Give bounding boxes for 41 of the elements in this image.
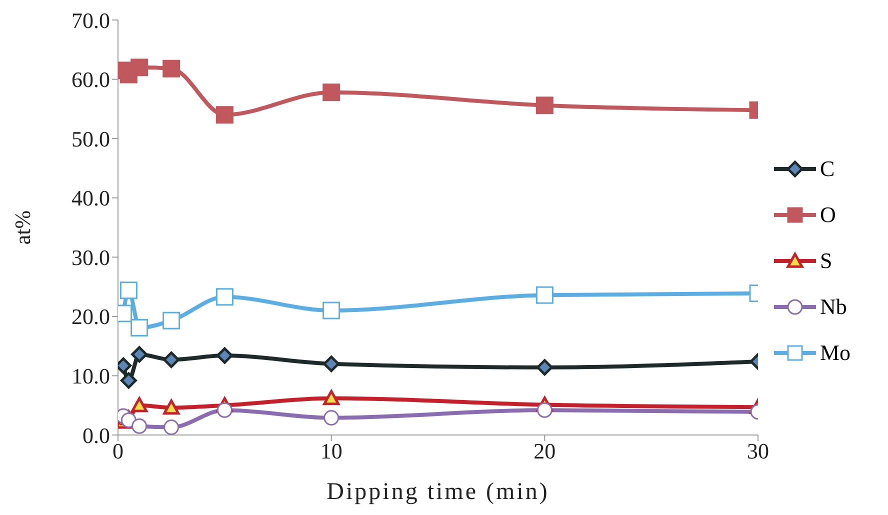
y-tick-label: 60.0 [72,67,110,92]
x-tick-label: 10 [320,438,342,464]
point [216,402,232,418]
y-tick-label: 0.0 [82,422,110,448]
point [323,356,340,372]
legend-label: O [820,202,836,228]
point [131,346,148,363]
point [216,288,234,306]
point [120,412,136,428]
y-tick-label: 70.0 [72,8,110,33]
point [130,58,148,76]
legend-label: Nb [820,294,847,320]
y-tick-label: 50.0 [72,126,110,152]
point [130,318,148,336]
point [322,84,340,102]
x-axis-title: Dipping time (min) [326,479,550,505]
point [324,410,340,426]
point [120,372,137,389]
point [132,418,148,434]
y-tick-label: 20.0 [72,304,110,330]
point [131,397,148,412]
y-tick-label: 40.0 [72,186,110,211]
y-tick-label: 10.0 [72,364,110,389]
x-tick-label: 30 [747,438,769,464]
point [120,282,138,300]
point [216,106,234,124]
x-tick-label: 0 [112,438,124,464]
point [162,312,180,330]
y-axis-title: at% [10,210,35,245]
point [163,399,180,415]
point [322,302,340,320]
point [216,347,233,364]
x-tick-label: 20 [534,438,556,464]
point [164,420,180,435]
legend-label: C [820,156,835,182]
legend-label: Mo [820,340,851,366]
point [323,390,340,406]
y-tick-label: 30.0 [72,244,110,270]
legend-label: S [820,248,832,274]
point [162,60,180,78]
point [163,351,180,368]
